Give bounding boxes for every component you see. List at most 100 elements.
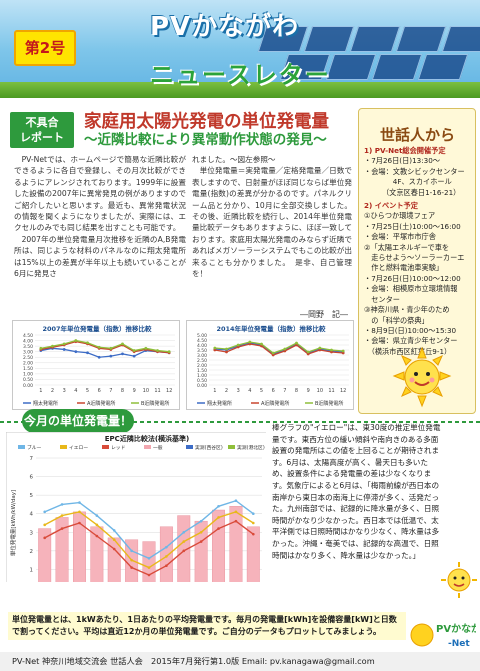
series-point: [112, 547, 116, 551]
series-point: [225, 347, 228, 351]
series-point: [234, 499, 238, 503]
series-point: [78, 501, 81, 504]
solar-panel-decor: [325, 54, 377, 80]
series-point: [167, 350, 171, 354]
series-point: [182, 549, 186, 553]
series-line: [40, 340, 170, 354]
x-tick-label: 4: [74, 388, 77, 394]
series-point: [147, 573, 151, 577]
article-paragraph: 2007年の単位発電量月次推移を近隣のA,B発電所は、同じような材料のパネルなの…: [14, 234, 186, 279]
solar-panel-decor: [417, 54, 469, 80]
legend-label: レッド: [111, 446, 126, 451]
series-point: [252, 521, 255, 525]
series-point: [78, 510, 81, 514]
legend-label: B近隣発電所: [315, 400, 343, 407]
series-point: [341, 351, 345, 355]
x-tick-label: 8: [121, 388, 124, 394]
x-tick-label: 11: [328, 388, 334, 394]
solar-panel-decor: [349, 26, 401, 52]
y-tick-label: 3.00: [197, 353, 207, 359]
x-tick-label: 1: [213, 388, 216, 394]
pv-kanagawa-logo: PVかながわ -Net: [410, 622, 476, 649]
y-tick-label: 1.50: [23, 366, 33, 372]
svg-text:-Net: -Net: [448, 639, 470, 649]
series-point: [248, 342, 252, 346]
series-point: [165, 545, 168, 549]
x-tick-label: 10: [317, 388, 323, 394]
y-tick-label: 7: [30, 456, 34, 462]
x-tick-label: 7: [109, 388, 112, 394]
side-item: の「科学の祭典」: [364, 315, 429, 325]
series-point: [62, 342, 66, 346]
series-point: [283, 349, 287, 353]
series-point: [236, 345, 240, 349]
side-item: ②「太陽エネルギーで車を: [364, 242, 450, 252]
article-column-2: れました。〜図左参照〜 単位発電量＝実発電量／定格発電量／日数で表しますので、日…: [192, 154, 352, 279]
series-point: [147, 566, 151, 569]
y-tick-label: 3: [30, 530, 34, 536]
x-tick-label: 1: [39, 388, 42, 394]
explanation-text: 単位発電量とは、1kWあたり、1日あたりの平均発電量です。毎月の発電量[kWh]…: [8, 612, 406, 640]
y-tick-label: 1.00: [23, 372, 33, 378]
series-point: [60, 514, 64, 517]
article-paragraph: れました。〜図左参照〜: [192, 155, 276, 164]
series-point: [109, 346, 113, 350]
legend-swatch: [186, 445, 193, 449]
x-tick-label: 3: [237, 388, 240, 394]
legend-label: イエロー: [69, 445, 88, 451]
series-point: [43, 510, 46, 514]
y-tick-label: 4.00: [23, 338, 33, 344]
series-point: [234, 519, 238, 523]
y-tick-label: 3.50: [197, 348, 207, 354]
epc-chart: EPC近隣比較法(横浜基準) ブルー イエロー レッド 一般 実測(西谷区) 実測(港北区)…: [6, 432, 266, 582]
series-point: [97, 345, 101, 349]
series-point: [271, 351, 275, 355]
side-item: 走らせよう〜ソーラーカーエ: [364, 253, 465, 263]
x-tick-label: 6: [98, 388, 101, 394]
x-tick-label: 2: [51, 388, 54, 394]
y-tick-label: 1.00: [197, 373, 207, 379]
series-point: [295, 341, 298, 345]
series-point: [112, 529, 116, 532]
side-item: センター: [364, 294, 400, 304]
series-line: [40, 347, 170, 358]
bar: [229, 506, 243, 582]
x-tick-label: 4: [248, 388, 251, 394]
side-item: 4F、スカイホール: [364, 177, 452, 187]
series-line: [214, 342, 344, 355]
side-item: ・会場：文教シビックセンター: [364, 166, 465, 176]
monthly-note: 棒グラフの"イエロー"は、東30度の推定単位発電量です。東西方位の緩い傾斜や南向…: [272, 423, 441, 560]
side-item: ・7月25日(土)10:00〜16:00: [364, 221, 461, 231]
series-point: [74, 339, 78, 342]
y-tick-label: 2.00: [197, 363, 207, 369]
series-point: [147, 556, 151, 560]
solar-panel-decor: [303, 26, 355, 52]
y-tick-label: 1: [30, 567, 34, 573]
series-point: [234, 510, 238, 514]
series-point: [156, 349, 159, 352]
series-point: [260, 342, 263, 346]
series-point: [199, 530, 203, 534]
side-item: （横浜市西区紅葉丘9-1）: [364, 346, 452, 356]
x-tick-label: 12: [340, 388, 346, 394]
series-point: [95, 514, 99, 517]
x-tick-label: 8: [295, 388, 298, 394]
y-tick-label: 2: [30, 549, 34, 555]
series-point: [330, 350, 333, 354]
series-point: [78, 521, 81, 525]
series-point: [341, 349, 345, 353]
legend-swatch: [102, 445, 109, 449]
x-tick-label: 9: [133, 388, 136, 394]
series-point: [43, 536, 46, 540]
series-point: [130, 558, 133, 562]
series-point: [213, 348, 217, 352]
y-tick-label: 0.00: [197, 383, 207, 389]
series-point: [132, 354, 136, 358]
series-point: [283, 347, 287, 351]
article-tag: 不具合 レポート: [10, 112, 74, 148]
side-item: 作と燃料電池車実験」: [364, 263, 444, 273]
newsletter-title: PVかながわ: [150, 12, 300, 42]
series-point: [182, 540, 186, 543]
side-item: ・会場：県立青少年センター: [364, 336, 458, 346]
y-tick-label: 0.50: [23, 377, 33, 383]
